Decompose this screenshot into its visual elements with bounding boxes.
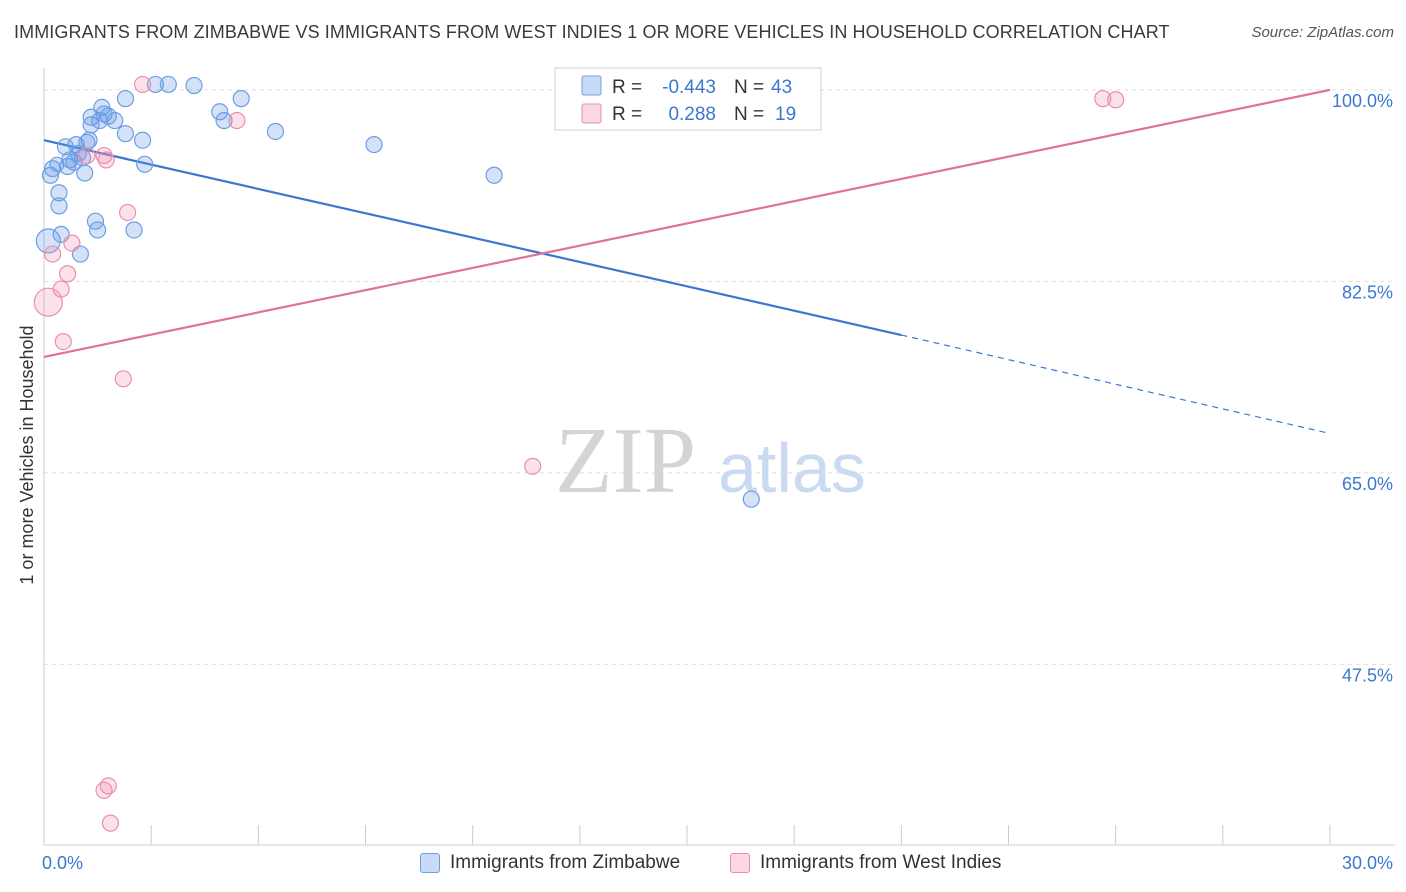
trendlines [43,88,1331,435]
blue-point-0 [35,228,61,254]
blue-point-5 [50,197,68,215]
watermark-atlas: atlas [718,429,866,507]
legend-label-zimbabwe: Immigrants from Zimbabwe [450,852,681,873]
watermark-zip: ZIP [555,409,696,513]
watermark: ZIP atlas [555,409,866,513]
stats-blue-r-value: -0.443 [662,77,716,98]
pink-point-17 [1094,90,1112,108]
pink-point-4 [58,265,77,283]
legend-swatch-pink [730,853,750,873]
pink-point-14 [133,75,152,94]
stats-legend: R = -0.443 N = 43 R = 0.288 N = 19 [554,67,822,131]
blue-point-39 [365,136,383,154]
stats-pink-r-value: 0.288 [668,104,716,125]
pink-point-6 [78,146,96,165]
y-tick-label-2: 65.0% [1342,474,1393,494]
data-points [33,75,1125,832]
x-tick-label-1: 30.0% [1342,853,1393,873]
blue-point-3 [49,156,65,172]
blue-point-21 [88,221,107,239]
pink-point-5 [63,234,81,252]
blue-point-26 [106,111,124,130]
tick-labels: 100.0% 82.5% 65.0% 47.5% 0.0% 30.0% [42,91,1393,873]
blue-point-35 [211,103,229,121]
blue-point-31 [136,155,154,173]
blue-point-17 [80,131,98,149]
stats-blue-r-label: R = [612,77,642,98]
pink-point-2 [52,280,70,298]
blue-point-28 [116,90,135,108]
y-tick-label-1: 82.5% [1342,282,1393,302]
chart-title: IMMIGRANTS FROM ZIMBABWE VS IMMIGRANTS F… [14,22,1170,42]
trendline-blue [43,139,902,337]
gridlines [44,89,1395,665]
blue-point-34 [185,76,203,95]
stats-pink-n-value: 19 [775,104,796,125]
blue-point-15 [76,164,94,182]
pink-point-1 [43,245,62,263]
stats-blue-swatch [581,75,602,96]
blue-point-29 [125,221,143,239]
stats-pink-n-label: N = [734,104,764,125]
stats-blue-n-value: 43 [771,77,792,98]
stats-legend-frame [554,67,822,131]
source-label: Source: ZipAtlas.com [1251,24,1394,41]
blue-point-40 [485,166,503,184]
pink-point-18 [1107,91,1125,109]
y-tick-label-3: 47.5% [1342,665,1393,685]
pink-point-13 [118,203,137,222]
blue-point-16 [78,133,96,152]
stats-pink-swatch [581,103,602,124]
legend-item-west-indies[interactable]: Immigrants from West Indies [730,852,1001,874]
blue-point-4 [50,184,68,202]
y-axis-label: 1 or more Vehicles in Household [17,325,37,584]
pink-point-16 [524,457,542,475]
pink-point-9 [97,151,115,169]
stats-blue-n-label: N = [734,77,764,98]
pink-point-10 [99,777,117,795]
x-tick-label-0: 0.0% [42,853,83,873]
blue-point-33 [159,75,177,94]
legend-item-zimbabwe[interactable]: Immigrants from Zimbabwe [420,852,680,874]
blue-point-36 [215,111,233,130]
trendline-pink [43,88,1331,358]
blue-point-2 [43,160,62,178]
pink-point-11 [101,814,120,832]
axes [43,68,1395,846]
blue-point-23 [93,98,111,116]
stats-pink-r-label: R = [612,104,642,125]
y-tick-label-0: 100.0% [1332,91,1393,111]
blue-point-32 [146,75,165,94]
blue-point-30 [133,131,152,149]
legend-swatch-blue [420,853,440,873]
legend-label-west-indies: Immigrants from West Indies [760,852,1002,873]
blue-point-38 [266,122,285,141]
pink-point-3 [54,332,72,351]
blue-point-37 [232,90,250,108]
pink-point-15 [228,111,246,130]
blue-point-41 [742,490,760,508]
trendline-blue-dashed [901,334,1331,435]
blue-point-27 [116,125,135,143]
pink-point-12 [114,370,132,388]
